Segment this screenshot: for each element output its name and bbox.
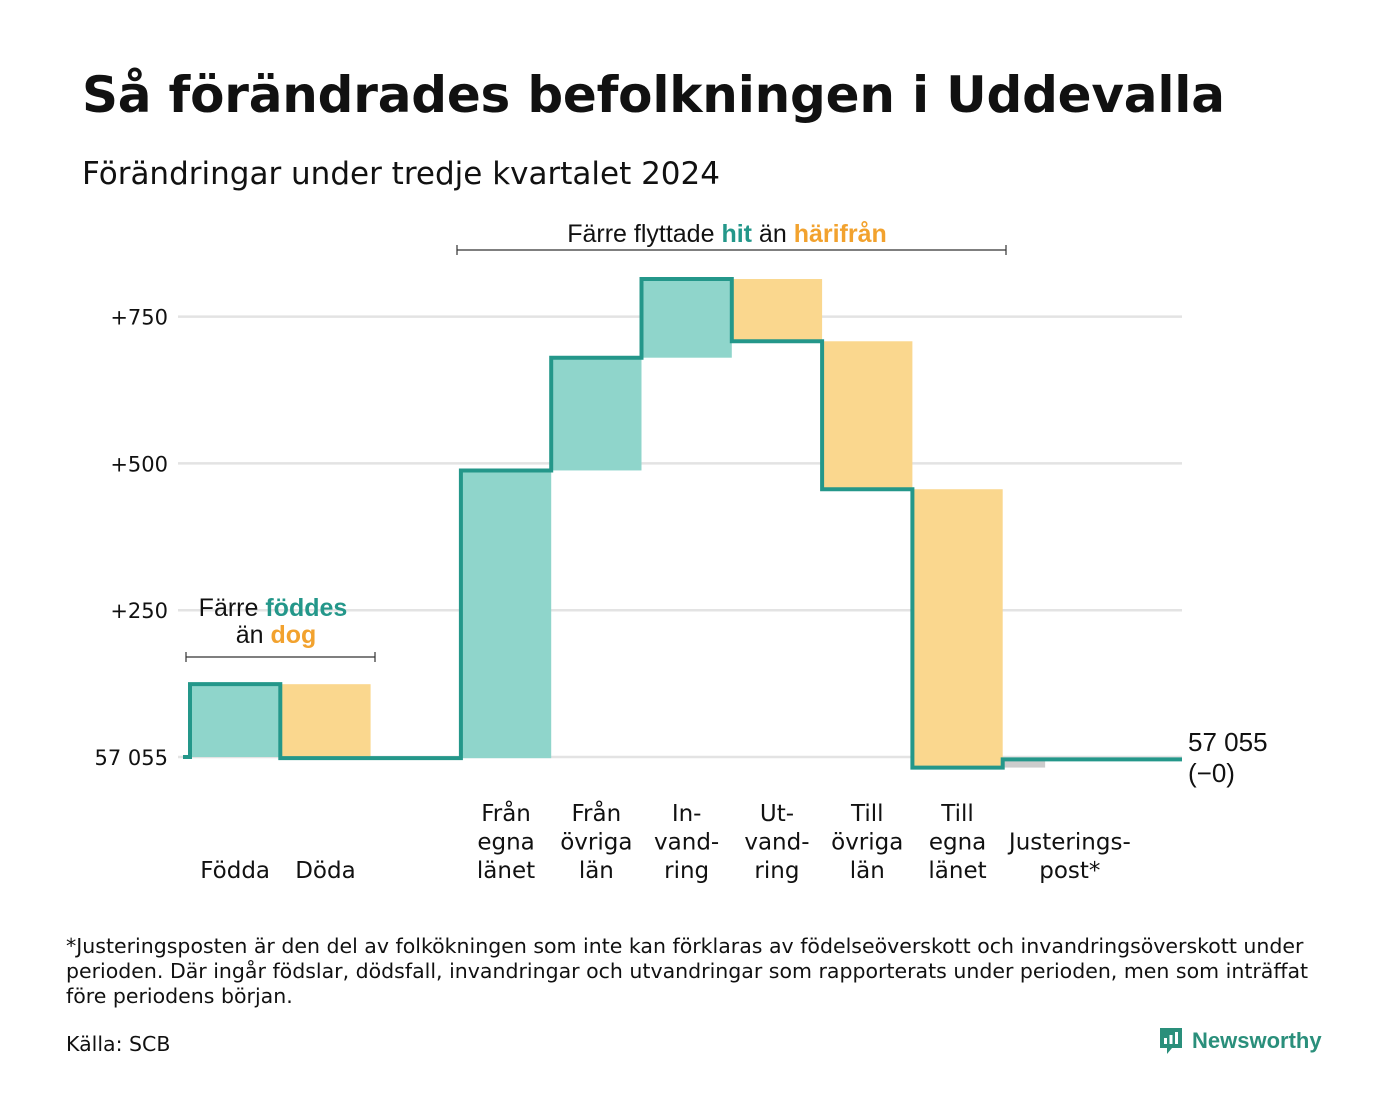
y-tick-label: +250 <box>110 599 168 623</box>
x-category-label: egna <box>929 830 986 856</box>
chart-subtitle: Förändringar under tredje kvartalet 2024 <box>82 156 720 192</box>
x-category-label: post* <box>1039 858 1100 884</box>
x-category-label: vand- <box>654 830 719 856</box>
footnote: *Justeringsposten är den del av folkökni… <box>66 934 1309 1008</box>
x-category-label: Födda <box>200 858 270 884</box>
annotation-migration-bracket <box>456 245 1007 255</box>
x-category-label: län <box>850 858 885 884</box>
waterfall-chart: 57 055+250+500+750 Födda DödaFrånegnaläne… <box>95 220 1268 884</box>
x-category-label: Till <box>850 801 884 827</box>
bar-inflow <box>190 684 281 757</box>
end-value-label: 57 055 <box>1188 727 1268 757</box>
x-category-label: länet <box>477 858 535 884</box>
bar-outflow <box>912 489 1003 768</box>
annotation-migration: Färre flyttade hit än härifrån <box>567 220 887 248</box>
x-category-label: Döda <box>295 858 355 884</box>
newsworthy-logo-icon <box>1160 1028 1182 1054</box>
x-category-label: ring <box>754 858 799 884</box>
bar-outflow <box>822 341 913 490</box>
x-category-label: Justerings- <box>1007 830 1131 856</box>
x-category-label: ring <box>664 858 709 884</box>
brand-logo: Newsworthy <box>1158 1026 1322 1056</box>
x-category-label: In- <box>672 801 702 827</box>
bar-adjust <box>1002 759 1046 768</box>
x-category-label: Ut- <box>760 801 794 827</box>
annotation-births-bracket <box>185 652 376 662</box>
bar-inflow <box>641 279 732 358</box>
chart-title: Så förändrades befolkningen i Uddevalla <box>82 66 1225 124</box>
x-category-label: vand- <box>744 830 809 856</box>
y-tick-label: +750 <box>110 306 168 330</box>
x-category-label: län <box>579 858 614 884</box>
x-category-label: egna <box>477 830 534 856</box>
x-category-label: länet <box>928 858 986 884</box>
source-label: Källa: SCB <box>66 1032 171 1056</box>
x-category-label: Från <box>481 799 531 827</box>
y-tick-label: 57 055 <box>95 746 168 770</box>
x-category-label: Från <box>572 799 622 827</box>
annotation-births-line1: Färre föddes <box>199 594 348 622</box>
bar-outflow <box>280 684 371 759</box>
bar-inflow <box>551 357 642 471</box>
running-total-step-line <box>183 277 1182 770</box>
bar-inflow <box>460 470 552 759</box>
y-tick-label: +500 <box>110 452 168 476</box>
bar-outflow <box>731 279 823 342</box>
x-category-label: övriga <box>831 830 903 856</box>
end-change-label: (−0) <box>1188 758 1235 788</box>
x-category-label: Till <box>940 801 974 827</box>
x-category-label: övriga <box>560 830 632 856</box>
brand-name: Newsworthy <box>1192 1028 1322 1053</box>
annotation-births-line2: än dog <box>236 621 317 649</box>
